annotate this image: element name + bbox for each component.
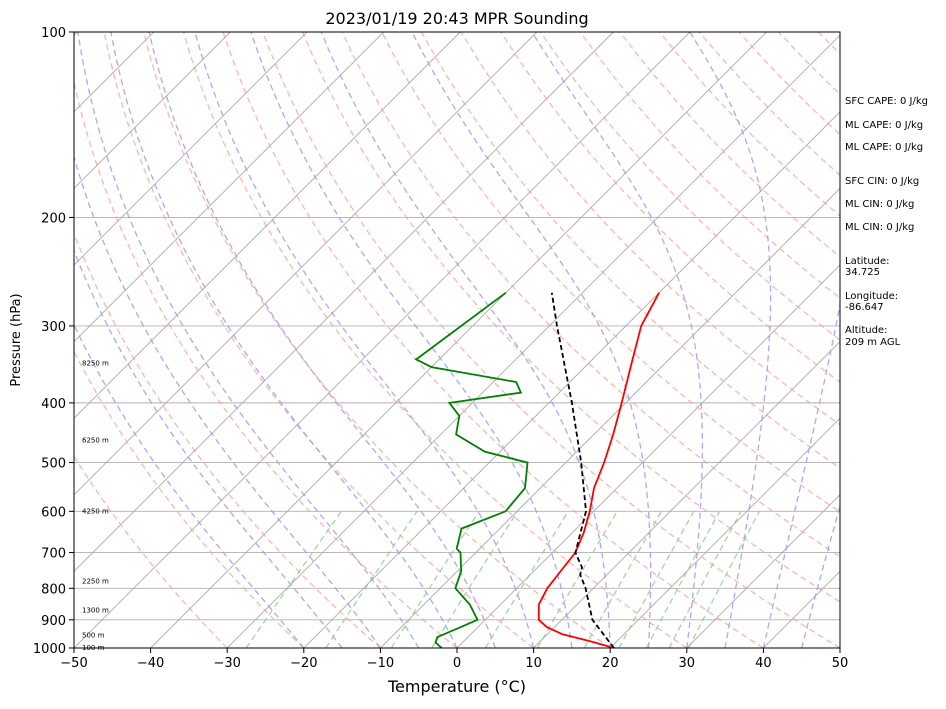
grid-layer (0, 32, 946, 648)
mixing-ratio-line (689, 511, 760, 648)
y-tick-label: 600 (41, 505, 66, 520)
info-panel: SFC CAPE: 0 J/kg ML CAPE: 0 J/kg ML CAPE… (845, 96, 928, 348)
info-latitude-label: Latitude: (845, 256, 890, 267)
plot-frame (74, 32, 840, 648)
mixing-ratio-line (246, 511, 341, 648)
dry-adiabat (223, 32, 763, 648)
isotherm-line (0, 32, 537, 648)
parcel-line (552, 293, 614, 648)
y-tick-label: 400 (41, 397, 66, 412)
x-tick-label: −50 (60, 656, 87, 671)
dry-adiabat (25, 32, 381, 648)
height-label: 2250 m (82, 578, 109, 586)
x-tick-label: 40 (755, 656, 772, 671)
height-label: 6250 m (82, 436, 109, 444)
x-axis-label: Temperature (°C) (387, 677, 526, 696)
isotherm-line (304, 32, 920, 648)
y-tick-label: 100 (41, 26, 66, 41)
x-tick-label: 50 (832, 656, 849, 671)
dry-adiabat (104, 32, 533, 648)
y-tick-label: 700 (41, 547, 66, 562)
info-sfc-cape: SFC CAPE: 0 J/kg (845, 96, 928, 107)
y-tick-label: 1000 (33, 642, 66, 657)
y-tick-label: 300 (41, 320, 66, 335)
x-tick-label: −40 (137, 656, 164, 671)
info-latitude-value: 34.725 (845, 267, 880, 278)
isotherm-line (0, 32, 613, 648)
info-ml-cin-1: ML CIN: 0 J/kg (845, 199, 914, 210)
info-longitude-value: -86.647 (845, 302, 884, 313)
mixing-ratio-line (326, 511, 417, 648)
temperature-line (539, 293, 659, 648)
x-tick-label: 20 (602, 656, 619, 671)
moist-adiabat (195, 32, 534, 648)
moist-adiabat (251, 32, 572, 648)
dry-adiabat (144, 32, 610, 648)
y-tick-label: 800 (41, 582, 66, 597)
x-tick-label: 10 (525, 656, 542, 671)
height-label: 4250 m (82, 507, 109, 515)
isotherm-line (0, 32, 460, 648)
dry-adiabat (937, 32, 946, 648)
dry-adiabat (263, 32, 840, 648)
isotherm-line (74, 32, 690, 648)
y-axis-label: Pressure (hPa) (9, 293, 24, 386)
x-tick-label: 30 (679, 656, 696, 671)
info-longitude-label: Longitude: (845, 291, 898, 302)
info-ml-cape-1: ML CAPE: 0 J/kg (845, 120, 923, 131)
isotherm-line (0, 32, 1, 648)
dry-adiabat (0, 32, 227, 648)
x-tick-label: −10 (367, 656, 394, 671)
info-ml-cin-2: ML CIN: 0 J/kg (845, 222, 914, 233)
info-altitude-value: 209 m AGL (845, 337, 901, 348)
moist-adiabat (412, 32, 651, 648)
y-tick-label: 900 (41, 614, 66, 629)
moist-adiabat (23, 32, 343, 648)
chart-title: 2023/01/19 20:43 MPR Sounding (325, 9, 588, 28)
info-ml-cape-2: ML CAPE: 0 J/kg (845, 142, 923, 153)
height-label: 8250 m (82, 359, 109, 367)
isotherm-line (227, 32, 843, 648)
x-tick-label: −30 (213, 656, 240, 671)
mixing-ratio-line (486, 511, 569, 648)
info-altitude-label: Altitude: (845, 325, 887, 336)
info-sfc-cin: SFC CIN: 0 J/kg (845, 176, 919, 187)
x-tick-label: 0 (453, 656, 461, 671)
moist-adiabat (321, 32, 610, 648)
mixing-ratio-line (669, 511, 741, 648)
mixing-ratio-line (432, 511, 518, 648)
x-tick-label: −20 (290, 656, 317, 671)
height-label: 1300 m (82, 607, 109, 615)
y-tick-label: 200 (41, 211, 66, 226)
y-tick-label: 500 (41, 457, 66, 472)
height-label: 500 m (82, 632, 105, 640)
moist-adiabat (532, 32, 702, 648)
